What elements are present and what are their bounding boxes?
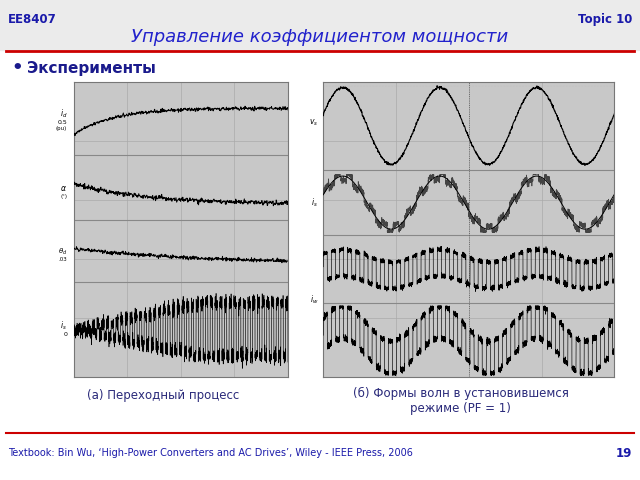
Text: $\alpha$: $\alpha$ (60, 184, 67, 193)
Text: 0.5: 0.5 (58, 120, 67, 125)
Text: (а) Переходный процесс: (а) Переходный процесс (87, 389, 239, 403)
Text: 0: 0 (63, 332, 67, 337)
Text: .03: .03 (58, 257, 67, 262)
Text: (°): (°) (60, 194, 67, 199)
Text: Topic 10: Topic 10 (578, 12, 632, 26)
Bar (0, 0, 640, 50)
Text: $i_w$: $i_w$ (310, 294, 318, 306)
Text: •: • (12, 59, 23, 77)
Text: (pu): (pu) (56, 126, 67, 131)
Text: $v_s$: $v_s$ (309, 118, 318, 128)
Text: EE8407: EE8407 (8, 12, 56, 26)
Text: $\theta_d$: $\theta_d$ (58, 247, 67, 257)
Text: Textbook: Bin Wu, ‘High-Power Converters and AC Drives’, Wiley - IEEE Press, 200: Textbook: Bin Wu, ‘High-Power Converters… (8, 448, 413, 458)
Text: $i_s$: $i_s$ (311, 196, 318, 209)
Text: Эксперименты: Эксперименты (27, 60, 156, 76)
Text: $i_s$: $i_s$ (60, 320, 67, 332)
Text: $i_d$: $i_d$ (60, 108, 67, 120)
Text: 19: 19 (616, 446, 632, 460)
Text: Управление коэффициентом мощности: Управление коэффициентом мощности (131, 28, 509, 47)
Text: (б) Формы волн в установившемся
режиме (PF = 1): (б) Формы волн в установившемся режиме (… (353, 387, 569, 415)
